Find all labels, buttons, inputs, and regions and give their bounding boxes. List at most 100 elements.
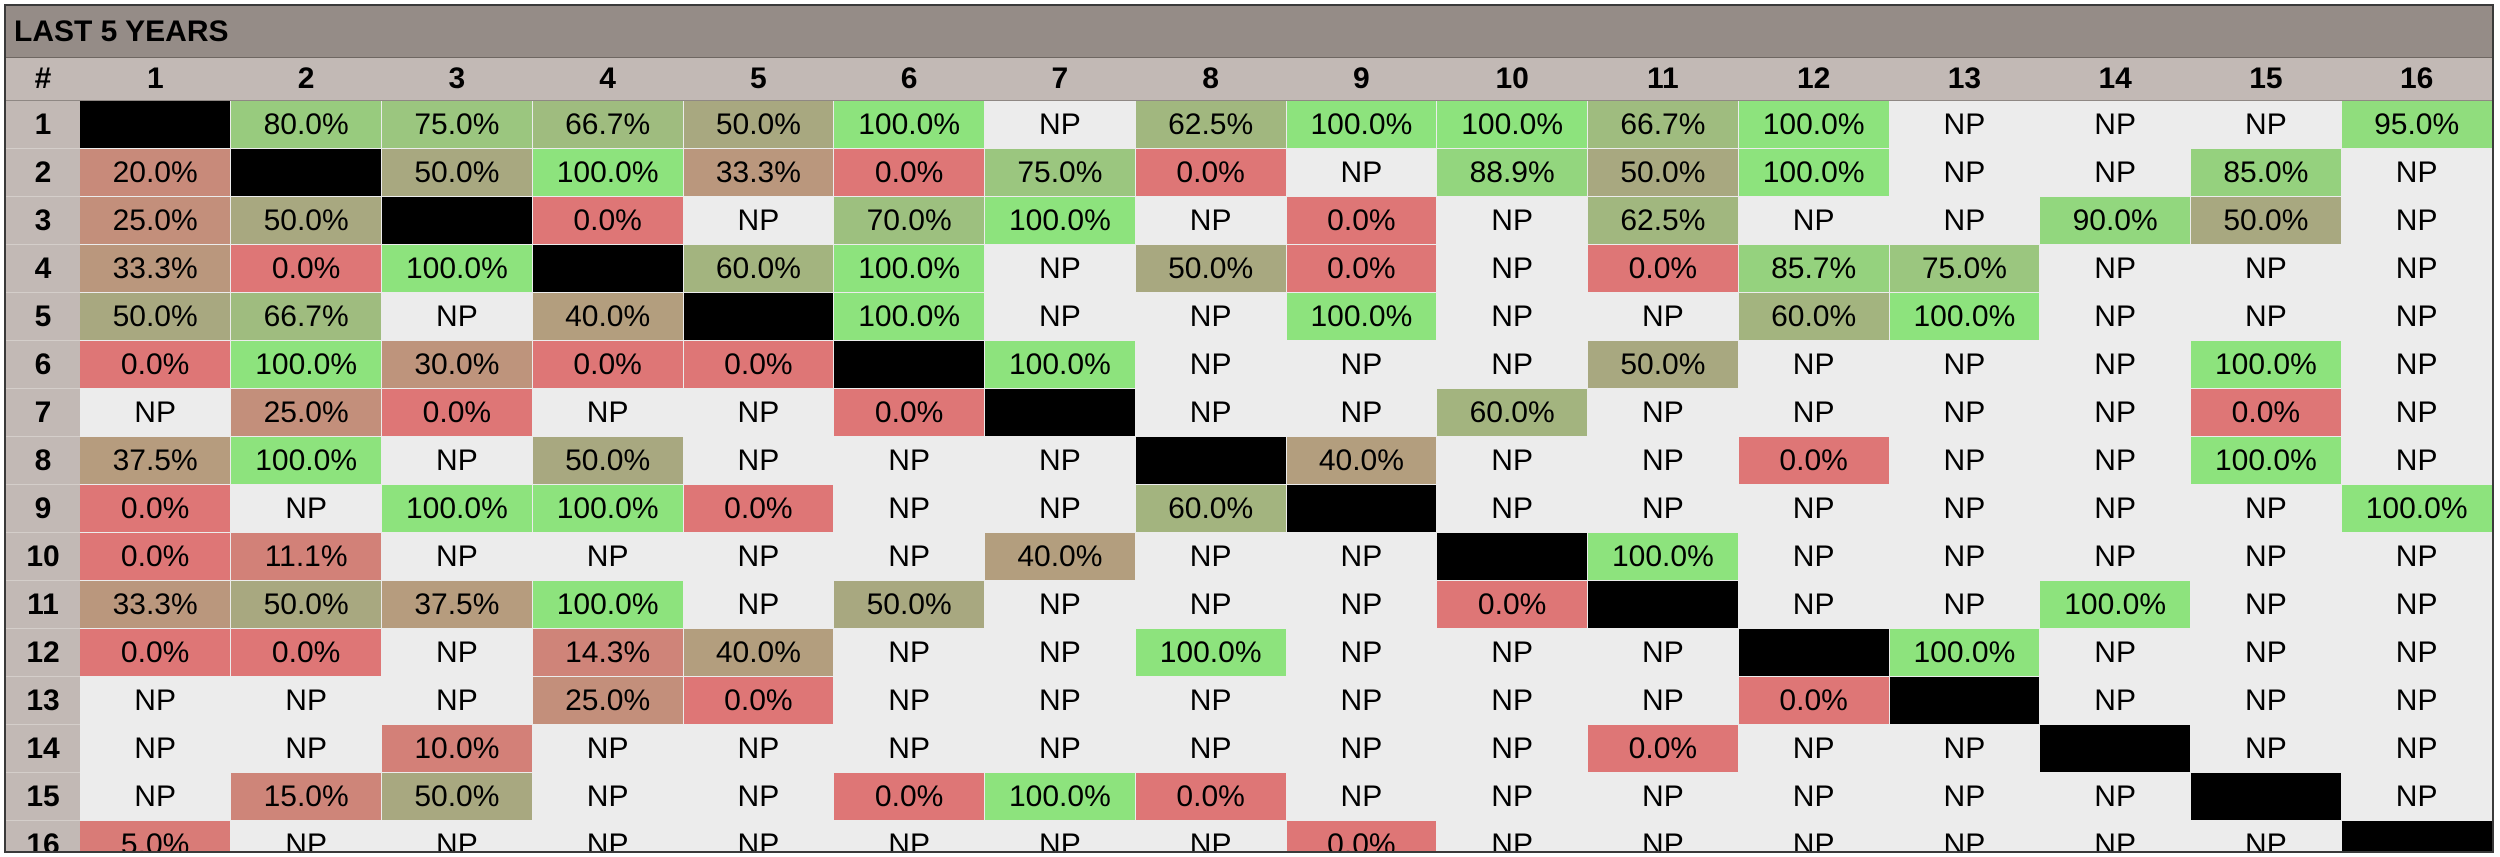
- row-header-3: 3: [6, 196, 80, 245]
- not-played-cell: NP: [1587, 484, 1739, 533]
- self-matchup-cell: [1738, 628, 1890, 677]
- win-rate-cell: 100.0%: [1286, 292, 1438, 341]
- not-played-cell: NP: [2190, 244, 2342, 293]
- not-played-cell: NP: [833, 820, 985, 851]
- not-played-cell: NP: [2190, 676, 2342, 725]
- table-row: 6 0.0% 100.0% 30.0% 0.0% 0.0% 100.0% NP NP NP 50.0…: [6, 340, 2492, 389]
- not-played-cell: NP: [683, 532, 835, 581]
- not-played-cell: NP: [833, 436, 985, 485]
- not-played-cell: NP: [683, 820, 835, 851]
- not-played-cell: NP: [1436, 628, 1588, 677]
- not-played-cell: NP: [2039, 148, 2191, 197]
- win-rate-cell: 50.0%: [1587, 340, 1739, 389]
- not-played-cell: NP: [2190, 820, 2342, 851]
- win-rate-cell: 0.0%: [532, 196, 684, 245]
- not-played-cell: NP: [1889, 820, 2041, 851]
- not-played-cell: NP: [2341, 532, 2492, 581]
- win-rate-cell: 100.0%: [1587, 532, 1739, 581]
- not-played-cell: NP: [1436, 484, 1588, 533]
- win-rate-cell: 0.0%: [1135, 148, 1287, 197]
- column-header-9: 9: [1286, 58, 1437, 101]
- not-played-cell: NP: [1286, 772, 1438, 821]
- not-played-cell: NP: [833, 676, 985, 725]
- column-header-6: 6: [833, 58, 985, 101]
- win-rate-cell: 25.0%: [80, 196, 232, 245]
- win-rate-cell: 75.0%: [381, 100, 533, 149]
- not-played-cell: NP: [984, 580, 1136, 629]
- not-played-cell: NP: [1286, 388, 1438, 437]
- row-header-11: 11: [6, 580, 80, 629]
- win-rate-cell: 100.0%: [2341, 484, 2492, 533]
- win-rate-cell: 0.0%: [1135, 772, 1287, 821]
- win-rate-cell: 0.0%: [1587, 244, 1739, 293]
- win-rate-cell: 20.0%: [80, 148, 232, 197]
- not-played-cell: NP: [1286, 628, 1438, 677]
- not-played-cell: NP: [2039, 676, 2191, 725]
- row-header-4: 4: [6, 244, 80, 293]
- not-played-cell: NP: [1436, 724, 1588, 773]
- not-played-cell: NP: [230, 820, 382, 851]
- not-played-cell: NP: [2039, 100, 2191, 149]
- win-rate-cell: 100.0%: [833, 100, 985, 149]
- not-played-cell: NP: [1135, 340, 1287, 389]
- win-rate-cell: 100.0%: [381, 244, 533, 293]
- win-rate-cell: 0.0%: [833, 772, 985, 821]
- not-played-cell: NP: [1587, 292, 1739, 341]
- win-rate-cell: 85.0%: [2190, 148, 2342, 197]
- self-matchup-cell: [1436, 532, 1588, 581]
- not-played-cell: NP: [1436, 244, 1588, 293]
- win-rate-cell: 40.0%: [532, 292, 684, 341]
- win-rate-cell: 100.0%: [381, 484, 533, 533]
- win-rate-cell: 66.7%: [532, 100, 684, 149]
- row-header-2: 2: [6, 148, 80, 197]
- win-rate-cell: 100.0%: [984, 196, 1136, 245]
- win-rate-cell: 66.7%: [230, 292, 382, 341]
- table-row: 4 33.3% 0.0% 100.0% 60.0% 100.0% NP 50.0% 0.0% NP…: [6, 244, 2492, 293]
- win-rate-cell: 62.5%: [1135, 100, 1287, 149]
- not-played-cell: NP: [1738, 724, 1890, 773]
- matchup-table: # 1 2 3 4 5 6 7 8 9 10 11 12 13 14 15 16 1 80.0% 75.0% 66.…: [6, 58, 2492, 851]
- table-row: 8 37.5% 100.0% NP 50.0% NP NP NP 40.0% NP NP 0.0% NP…: [6, 436, 2492, 485]
- not-played-cell: NP: [381, 532, 533, 581]
- self-matchup-cell: [833, 340, 985, 389]
- not-played-cell: NP: [984, 436, 1136, 485]
- row-header-7: 7: [6, 388, 80, 437]
- not-played-cell: NP: [1738, 340, 1890, 389]
- win-rate-cell: 70.0%: [833, 196, 985, 245]
- not-played-cell: NP: [2190, 292, 2342, 341]
- win-rate-cell: 50.0%: [230, 580, 382, 629]
- table-row: 10 0.0% 11.1% NP NP NP NP 40.0% NP NP 100.0% NP NP NP…: [6, 532, 2492, 581]
- not-played-cell: NP: [1889, 724, 2041, 773]
- win-rate-cell: 33.3%: [683, 148, 835, 197]
- not-played-cell: NP: [984, 100, 1136, 149]
- win-rate-cell: 0.0%: [683, 484, 835, 533]
- win-rate-cell: 100.0%: [2039, 580, 2191, 629]
- win-rate-cell: 50.0%: [1587, 148, 1739, 197]
- row-header-16: 16: [6, 820, 80, 851]
- not-played-cell: NP: [1889, 436, 2041, 485]
- not-played-cell: NP: [381, 436, 533, 485]
- win-rate-cell: 100.0%: [1436, 100, 1588, 149]
- not-played-cell: NP: [683, 196, 835, 245]
- not-played-cell: NP: [1436, 772, 1588, 821]
- table-row: 7 NP 25.0% 0.0% NP NP 0.0% NP NP 60.0% NP NP NP NP 0.0…: [6, 388, 2492, 437]
- not-played-cell: NP: [1436, 676, 1588, 725]
- not-played-cell: NP: [2039, 292, 2191, 341]
- win-rate-cell: 60.0%: [683, 244, 835, 293]
- not-played-cell: NP: [80, 676, 232, 725]
- not-played-cell: NP: [1738, 772, 1890, 821]
- self-matchup-cell: [984, 388, 1136, 437]
- not-played-cell: NP: [1286, 148, 1438, 197]
- not-played-cell: NP: [1286, 532, 1438, 581]
- not-played-cell: NP: [230, 676, 382, 725]
- win-rate-cell: 100.0%: [984, 772, 1136, 821]
- not-played-cell: NP: [381, 676, 533, 725]
- not-played-cell: NP: [1889, 340, 2041, 389]
- not-played-cell: NP: [1135, 676, 1287, 725]
- not-played-cell: NP: [381, 820, 533, 851]
- not-played-cell: NP: [2039, 628, 2191, 677]
- table-row: 12 0.0% 0.0% NP 14.3% 40.0% NP NP 100.0% NP NP NP 10…: [6, 628, 2492, 677]
- not-played-cell: NP: [1135, 388, 1287, 437]
- not-played-cell: NP: [2341, 580, 2492, 629]
- win-rate-cell: 85.7%: [1738, 244, 1890, 293]
